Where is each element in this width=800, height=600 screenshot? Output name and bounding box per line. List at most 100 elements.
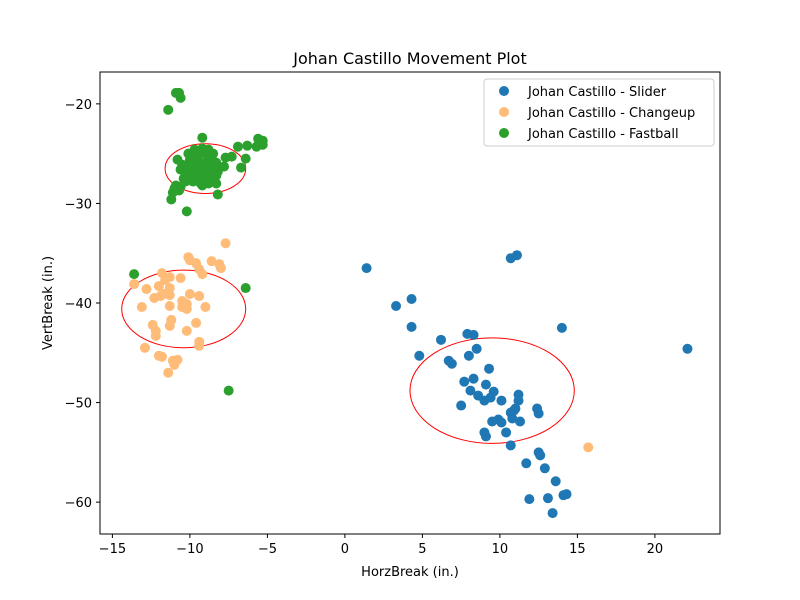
data-point-series-0-26 xyxy=(456,400,467,411)
y-tick-label-0: −60 xyxy=(65,496,92,511)
data-point-series-0-16 xyxy=(468,373,479,384)
legend-label-changeup: Johan Castillo - Changeup xyxy=(527,106,695,121)
data-point-series-2-57 xyxy=(211,178,222,189)
data-point-series-0-9 xyxy=(471,343,482,354)
data-point-series-0-6 xyxy=(436,334,446,345)
data-point-series-0-18 xyxy=(465,385,476,396)
data-point-series-0-25 xyxy=(513,395,524,406)
x-axis-label: HorzBreak (in.) xyxy=(361,565,459,580)
data-point-series-0-47 xyxy=(561,489,572,500)
cluster-ellipse-1 xyxy=(121,269,247,349)
data-point-series-2-64 xyxy=(212,189,223,200)
data-point-series-1-19 xyxy=(164,290,175,301)
data-point-series-0-5 xyxy=(406,321,417,332)
data-point-series-0-44 xyxy=(521,458,532,469)
data-point-series-0-10 xyxy=(414,350,425,361)
legend-marker-fastball xyxy=(499,128,509,138)
data-point-series-2-59 xyxy=(197,180,208,191)
data-point-series-0-30 xyxy=(507,413,518,424)
data-point-series-2-7 xyxy=(232,141,243,152)
y-axis-label: VertBreak (in.) xyxy=(41,256,56,350)
data-point-series-1-44 xyxy=(169,359,180,370)
data-point-series-0-3 xyxy=(391,300,402,311)
data-point-series-2-10 xyxy=(257,139,268,150)
data-point-series-0-8 xyxy=(468,329,479,340)
data-point-series-0-22 xyxy=(488,386,499,397)
data-point-series-2-2 xyxy=(175,92,186,103)
data-point-series-1-28 xyxy=(200,301,211,312)
data-point-series-1-14 xyxy=(153,281,164,292)
cluster-ellipse-2 xyxy=(409,337,575,444)
x-tick-label-6: 15 xyxy=(569,542,586,557)
data-point-series-1-16 xyxy=(141,284,152,295)
y-tick-label-4: −20 xyxy=(65,98,92,113)
ellipses-layer xyxy=(121,143,575,444)
x-axis-ticks: −15 −10 −5 0 5 10 15 20 xyxy=(99,534,663,557)
data-point-series-1-38 xyxy=(194,340,205,351)
data-point-series-2-4 xyxy=(197,132,208,143)
chart-title: Johan Castillo Movement Plot xyxy=(292,49,526,68)
data-point-series-0-12 xyxy=(446,358,457,369)
legend-marker-slider xyxy=(499,86,509,96)
data-point-series-2-63 xyxy=(174,185,185,196)
data-point-series-2-22 xyxy=(226,151,237,162)
data-point-series-1-10 xyxy=(175,273,186,284)
legend-label-slider: Johan Castillo - Slider xyxy=(527,85,667,100)
data-point-series-0-2 xyxy=(511,250,522,261)
data-point-series-1-41 xyxy=(157,351,167,362)
x-tick-label-3: 0 xyxy=(341,542,349,557)
data-point-series-2-68 xyxy=(240,283,251,294)
data-point-series-1-4 xyxy=(206,256,217,267)
data-point-series-0-36 xyxy=(533,408,544,419)
data-point-series-0-29 xyxy=(510,403,521,414)
data-point-series-0-50 xyxy=(547,508,558,519)
data-point-series-0-17 xyxy=(480,379,491,390)
x-tick-label-7: 20 xyxy=(647,542,664,557)
data-point-series-0-34 xyxy=(515,416,526,427)
data-point-series-0-13 xyxy=(463,350,474,361)
data-point-series-1-12 xyxy=(160,275,171,286)
data-point-series-0-49 xyxy=(542,493,553,504)
data-point-series-0-0 xyxy=(361,263,372,274)
y-tick-label-3: −30 xyxy=(65,197,92,212)
points-layer xyxy=(129,87,693,519)
x-tick-label-1: −10 xyxy=(176,542,203,557)
data-point-series-2-8 xyxy=(242,140,253,151)
y-tick-label-1: −50 xyxy=(65,397,92,412)
data-point-series-0-40 xyxy=(505,440,516,451)
data-point-series-1-46 xyxy=(583,442,594,453)
data-point-series-1-20 xyxy=(149,293,160,304)
data-point-series-2-67 xyxy=(129,269,140,280)
data-point-series-1-45 xyxy=(163,367,174,378)
data-point-series-2-66 xyxy=(181,206,192,217)
data-point-series-0-38 xyxy=(480,431,491,442)
data-point-series-2-28 xyxy=(240,153,251,164)
data-point-series-0-51 xyxy=(556,322,567,333)
data-point-series-2-69 xyxy=(223,385,234,396)
x-tick-label-5: 10 xyxy=(492,542,509,557)
data-point-series-2-37 xyxy=(236,162,247,173)
x-tick-label-0: −15 xyxy=(99,542,126,557)
data-point-series-1-22 xyxy=(194,291,205,302)
data-point-series-2-54 xyxy=(188,176,198,187)
legend: Johan Castillo - Slider Johan Castillo -… xyxy=(483,78,715,147)
x-tick-label-4: 5 xyxy=(418,542,426,557)
data-point-series-0-4 xyxy=(406,294,417,305)
data-point-series-1-39 xyxy=(139,342,150,353)
data-point-series-1-32 xyxy=(191,317,202,328)
data-point-series-0-32 xyxy=(487,416,498,427)
data-point-series-1-36 xyxy=(181,325,192,336)
data-point-series-1-29 xyxy=(136,301,147,312)
data-point-series-1-15 xyxy=(164,283,175,294)
data-point-series-2-65 xyxy=(166,194,177,205)
data-point-series-1-13 xyxy=(129,279,140,290)
data-point-series-1-0 xyxy=(220,238,231,249)
y-tick-label-2: −40 xyxy=(65,297,92,312)
data-point-series-2-3 xyxy=(163,104,174,115)
data-point-series-1-21 xyxy=(184,289,195,300)
legend-label-fastball: Johan Castillo - Fastball xyxy=(527,127,679,142)
data-point-series-0-33 xyxy=(496,417,507,428)
data-point-series-0-45 xyxy=(550,476,561,487)
data-point-series-1-24 xyxy=(164,300,175,311)
